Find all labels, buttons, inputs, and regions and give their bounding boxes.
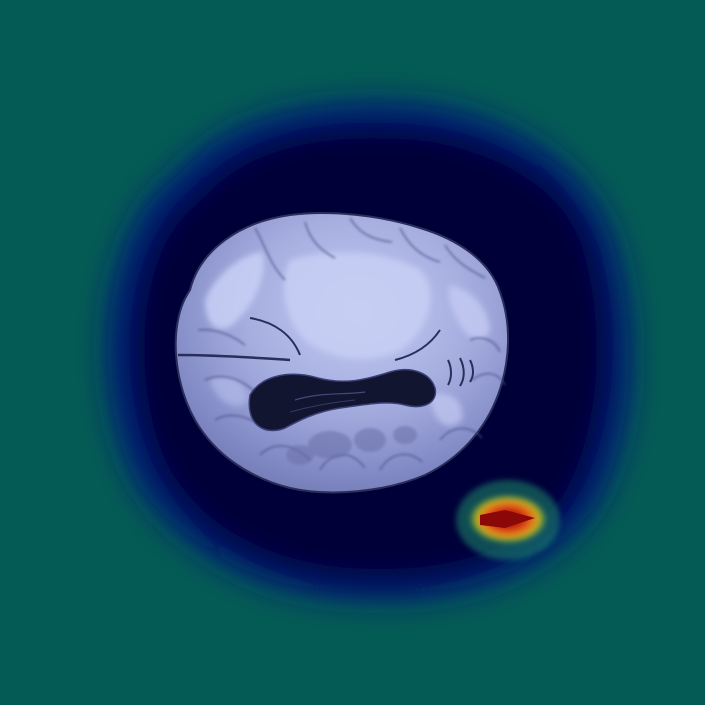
interhemispheric-fissure — [177, 353, 291, 362]
activation-hotspot — [456, 480, 560, 560]
brain-slice — [174, 212, 510, 494]
lateral-ventricles — [248, 368, 437, 432]
